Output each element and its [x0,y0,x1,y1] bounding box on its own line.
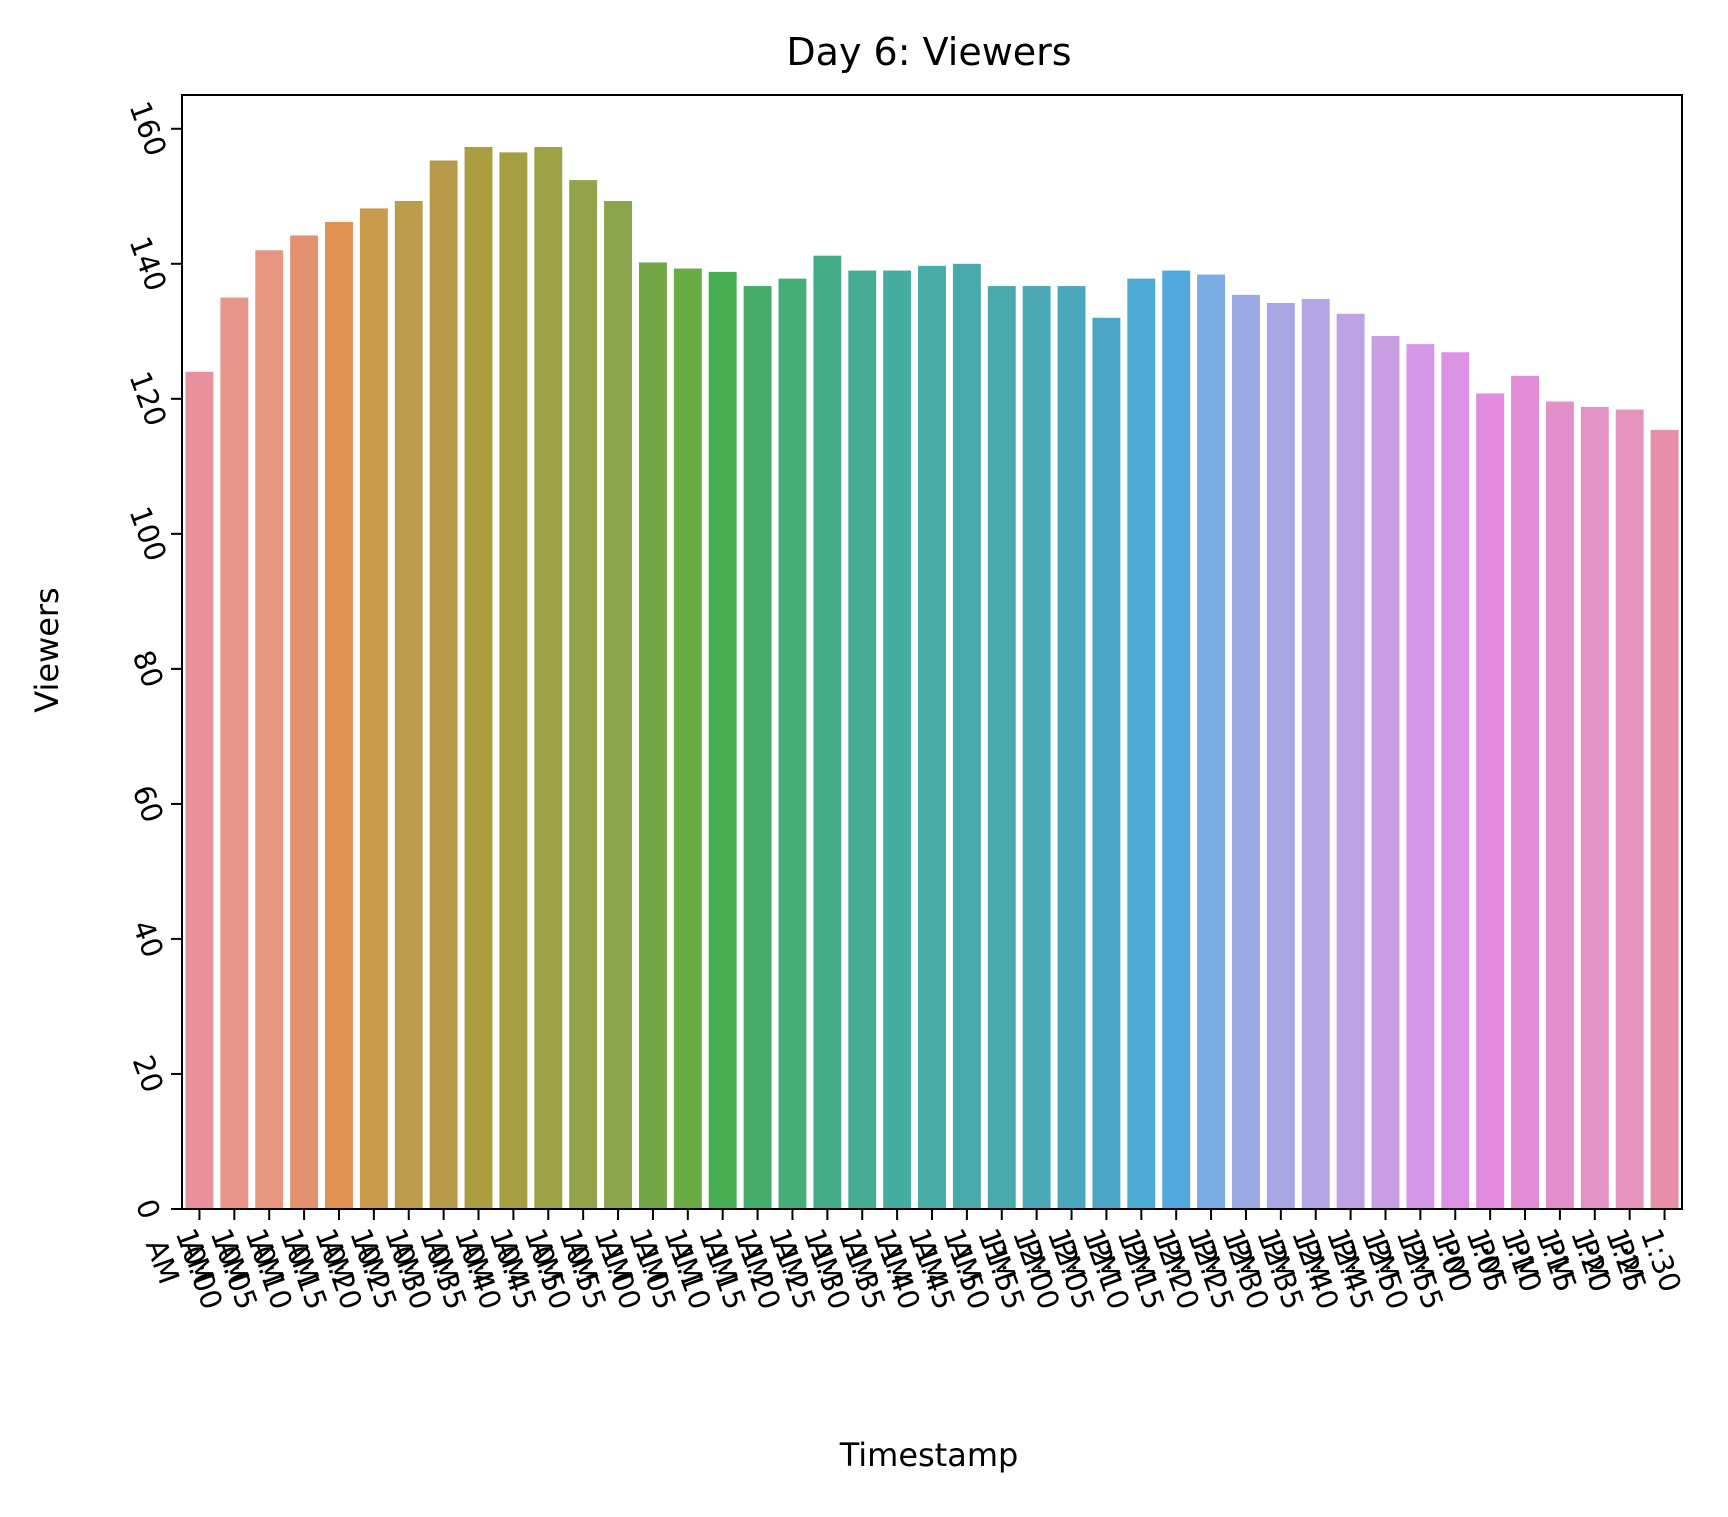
bar [813,255,842,1209]
bar [987,286,1016,1209]
bar [1476,393,1505,1209]
bar [394,201,423,1209]
bar [743,286,772,1209]
bar [1441,352,1470,1210]
bar [952,263,981,1209]
bar [708,271,737,1209]
bar [604,201,632,1209]
bar [1266,302,1295,1209]
bar [1371,336,1400,1209]
bar [1197,274,1226,1210]
bar [1092,317,1121,1209]
bar [359,208,388,1209]
chart-title: Day 6: Viewers [786,30,1071,74]
bar [255,250,284,1209]
bar [1127,278,1156,1209]
bar [883,270,912,1209]
bar [569,180,598,1209]
x-tick-label: 10:50AM [488,1224,579,1325]
x-axis-title: Timestamp [839,1436,1019,1474]
bar [464,146,493,1210]
plot-frame [181,94,1683,1210]
bar [1162,270,1191,1209]
bar [1406,344,1435,1209]
bar [1336,313,1365,1209]
bar [534,146,563,1210]
bar [638,262,667,1209]
bar [499,152,528,1209]
x-axis-ticks: 10:00AM 10:05AM 10:10AM 10:15AM 10:20AM 10:25… [139,1209,1688,1325]
bar [429,160,458,1210]
bar [1545,401,1574,1209]
bar [918,265,946,1209]
bar [673,268,702,1209]
bar [1232,294,1260,1210]
bar [1615,409,1644,1209]
bar [220,297,249,1209]
y-axis-title: Viewers [28,587,66,712]
bar [185,371,214,1209]
x-tick-label: 12:30PM [1185,1224,1276,1325]
bar [1511,375,1539,1209]
bar [1650,429,1679,1209]
bar [325,221,353,1209]
bar [778,278,807,1209]
bar [1580,406,1609,1209]
bars-group [185,146,1679,1210]
bar [1301,298,1330,1209]
bar [1022,286,1051,1209]
bar [290,235,319,1209]
bar [1057,286,1086,1209]
bar [848,270,877,1209]
